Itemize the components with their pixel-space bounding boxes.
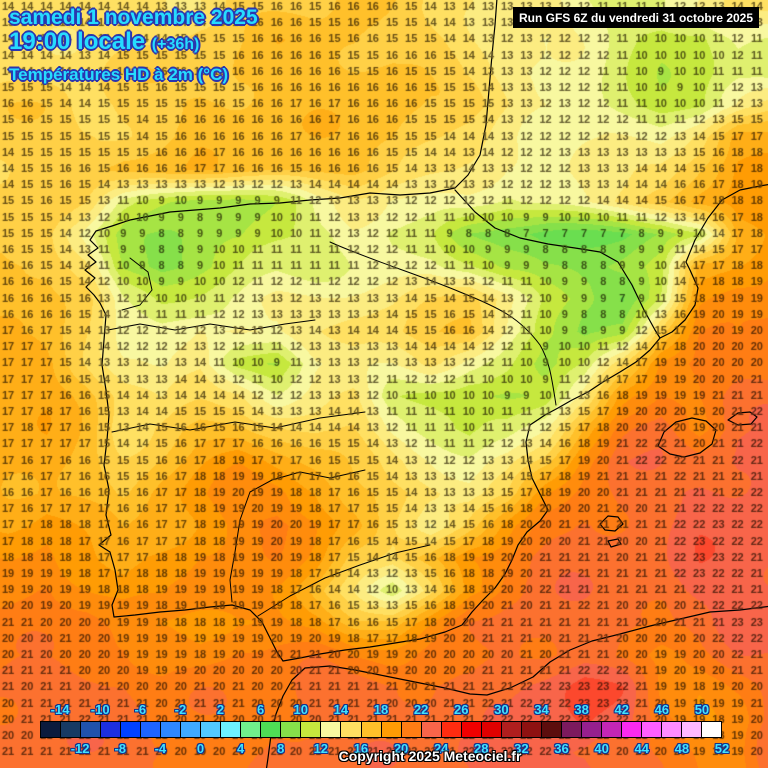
colorbar-cell-24-to-26 — [440, 721, 462, 738]
colorbar-cell-18-to-20 — [380, 721, 402, 738]
colorbar-cell-50-to-52 — [701, 721, 723, 738]
colorbar-cell--8-to--6 — [120, 721, 142, 738]
colorbar-cell--4-to--2 — [160, 721, 182, 738]
colorbar-label--10: -10 — [90, 702, 110, 717]
colorbar-label-16: 16 — [353, 741, 369, 756]
colorbar-cell-32-to-34 — [520, 721, 542, 738]
colorbar-cell-10-to-12 — [300, 721, 322, 738]
colorbar-cell--6-to--4 — [140, 721, 162, 738]
temperature-colorbar — [40, 721, 723, 738]
colorbar-label-52: 52 — [714, 741, 730, 756]
colorbar-label-42: 42 — [614, 702, 629, 717]
colorbar-label-8: 8 — [277, 741, 285, 756]
colorbar-label-44: 44 — [634, 741, 649, 756]
colorbar-label-28: 28 — [474, 741, 489, 756]
colorbar-label-0: 0 — [196, 741, 205, 756]
colorbar-label-24: 24 — [433, 741, 449, 756]
colorbar-cell-46-to-48 — [660, 721, 682, 738]
colorbar-label-22: 22 — [413, 702, 429, 717]
colorbar-label--4: -4 — [154, 741, 167, 756]
colorbar-cell--2-to-0 — [180, 721, 202, 738]
colorbar-label-36: 36 — [554, 741, 569, 756]
time-title: 19:00 locale (+36h) — [9, 28, 200, 55]
colorbar-label-14: 14 — [333, 702, 349, 717]
colorbar-cell--16-to--14 — [40, 721, 62, 738]
colorbar-label-46: 46 — [654, 702, 670, 717]
model-run-info: Run GFS 6Z du vendredi 31 octobre 2025 — [513, 7, 759, 28]
colorbar-cell-8-to-10 — [280, 721, 302, 738]
colorbar-label-40: 40 — [594, 741, 609, 756]
colorbar-label-20: 20 — [393, 741, 409, 756]
colorbar-label-50: 50 — [694, 702, 710, 717]
colorbar-label-10: 10 — [293, 702, 308, 717]
colorbar-cell-28-to-30 — [480, 721, 502, 738]
colorbar-cell--14-to--12 — [60, 721, 82, 738]
colorbar-label-26: 26 — [454, 702, 469, 717]
colorbar-label-2: 2 — [216, 702, 225, 717]
parameter-title: Températures HD à 2m (°C) — [9, 65, 229, 84]
colorbar-cell-38-to-40 — [580, 721, 602, 738]
colorbar-label--12: -12 — [70, 741, 90, 756]
colorbar-cell-44-to-46 — [640, 721, 662, 738]
colorbar-cell-34-to-36 — [540, 721, 562, 738]
colorbar-cell--12-to--10 — [80, 721, 102, 738]
colorbar-label-30: 30 — [494, 702, 509, 717]
colorbar-cell-30-to-32 — [500, 721, 522, 738]
colorbar-cell-4-to-6 — [240, 721, 262, 738]
colorbar-cell-2-to-4 — [220, 721, 242, 738]
colorbar-label-38: 38 — [574, 702, 589, 717]
colorbar-label-12: 12 — [313, 741, 329, 756]
colorbar-cell-42-to-44 — [620, 721, 642, 738]
colorbar-cell-26-to-28 — [460, 721, 482, 738]
colorbar-label-34: 34 — [534, 702, 549, 717]
colorbar-cell-16-to-18 — [360, 721, 382, 738]
colorbar-cell-22-to-24 — [420, 721, 442, 738]
colorbar-label-32: 32 — [514, 741, 529, 756]
colorbar-label--14: -14 — [50, 702, 70, 717]
title-block: samedi 1 novembre 2025 19:00 locale (+36… — [9, 6, 258, 84]
colorbar-cell-48-to-50 — [681, 721, 703, 738]
colorbar-label--6: -6 — [134, 702, 147, 717]
colorbar-cell-40-to-42 — [600, 721, 622, 738]
colorbar-label-48: 48 — [674, 741, 690, 756]
date-title: samedi 1 novembre 2025 — [9, 6, 258, 29]
forecast-offset: (+36h) — [151, 36, 200, 53]
colorbar-cell-36-to-38 — [560, 721, 582, 738]
colorbar-label-4: 4 — [236, 741, 245, 756]
colorbar-cell-20-to-22 — [400, 721, 422, 738]
colorbar-label-18: 18 — [373, 702, 389, 717]
colorbar-label--2: -2 — [174, 702, 187, 717]
colorbar-cell-0-to-2 — [200, 721, 222, 738]
colorbar-cell-12-to-14 — [320, 721, 342, 738]
colorbar-label-6: 6 — [257, 702, 265, 717]
colorbar-cell--10-to--8 — [100, 721, 122, 738]
colorbar-cell-6-to-8 — [260, 721, 282, 738]
colorbar-cell-14-to-16 — [340, 721, 362, 738]
copyright-text: Copyright 2025 Meteociel.fr — [338, 748, 522, 764]
colorbar-label--8: -8 — [114, 741, 127, 756]
